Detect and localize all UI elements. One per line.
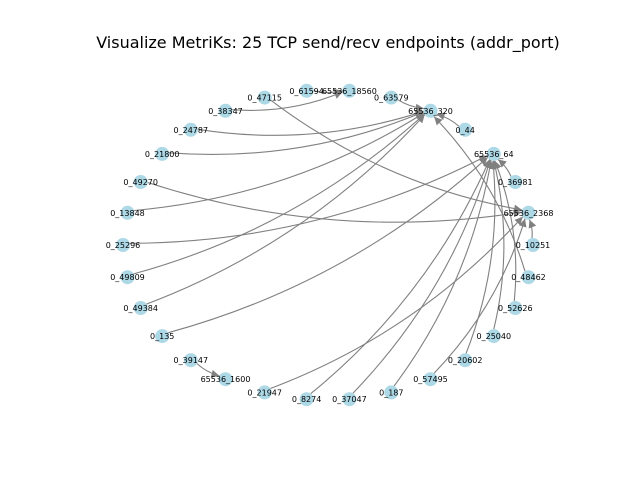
edge-0_135-to-65536_64 bbox=[168, 156, 489, 334]
diagram-title: Visualize MetriKs: 25 TCP send/recv endp… bbox=[96, 33, 560, 52]
node-label-65536_1600: 65536_1600 bbox=[201, 375, 251, 384]
node-label-0_44: 0_44 bbox=[456, 126, 475, 135]
edge-0_21947-to-65536_2368 bbox=[270, 216, 524, 390]
node-layer bbox=[116, 83, 540, 407]
node-label-0_57495: 0_57495 bbox=[413, 375, 448, 384]
node-0_44 bbox=[458, 122, 473, 137]
node-0_21947 bbox=[257, 385, 272, 400]
edge-0_63579-to-65536_320 bbox=[397, 99, 424, 112]
edge-0_36981-to-65536_64 bbox=[497, 159, 512, 177]
edge-0_10251-to-65536_2368 bbox=[528, 219, 537, 239]
edge-0_25040-to-65536_64 bbox=[491, 160, 505, 330]
node-65536_320 bbox=[423, 103, 438, 118]
edge-0_13848-to-65536_320 bbox=[134, 112, 425, 212]
node-label-0_61594: 0_61594 bbox=[289, 87, 324, 96]
node-0_49384 bbox=[133, 301, 148, 315]
edge-0_39147-to-65536_1600 bbox=[196, 363, 220, 378]
node-label-0_52626: 0_52626 bbox=[498, 304, 533, 313]
node-label-0_20602: 0_20602 bbox=[448, 356, 483, 365]
node-0_135 bbox=[155, 329, 170, 344]
node-0_47115 bbox=[257, 90, 272, 105]
edge-0_57495-to-65536_2368 bbox=[433, 218, 527, 374]
node-label-0_36981: 0_36981 bbox=[498, 178, 533, 187]
edge-0_21800-to-65536_320 bbox=[169, 111, 424, 156]
node-65536_18560 bbox=[342, 83, 357, 98]
node-label-0_38347: 0_38347 bbox=[208, 107, 243, 116]
node-label-0_21800: 0_21800 bbox=[145, 150, 180, 159]
node-label-65536_320: 65536_320 bbox=[408, 107, 453, 116]
edge-0_44-to-65536_320 bbox=[436, 112, 460, 127]
node-0_25296 bbox=[116, 238, 130, 252]
edge-0_49270-to-65536_2368 bbox=[147, 181, 522, 223]
node-0_39147 bbox=[183, 353, 198, 368]
node-label-0_39147: 0_39147 bbox=[174, 356, 209, 365]
node-0_49270 bbox=[133, 175, 148, 189]
edge-0_61594-to-65536_18560 bbox=[313, 88, 343, 97]
node-label-0_49809: 0_49809 bbox=[110, 273, 145, 282]
node-label-0_187: 0_187 bbox=[379, 388, 403, 397]
edge-0_47115-to-65536_2368 bbox=[270, 99, 523, 213]
edge-0_52626-to-65536_64 bbox=[493, 160, 517, 302]
node-label-65536_64: 65536_64 bbox=[474, 150, 514, 159]
edge-layer bbox=[129, 88, 537, 395]
node-0_21800 bbox=[155, 146, 170, 161]
node-0_61594 bbox=[299, 83, 314, 98]
node-65536_2368 bbox=[521, 205, 536, 220]
node-label-0_63579: 0_63579 bbox=[374, 94, 409, 103]
edge-0_48462-to-65536_320 bbox=[433, 116, 526, 272]
node-label-0_49270: 0_49270 bbox=[123, 178, 158, 187]
node-label-0_47115: 0_47115 bbox=[247, 94, 282, 103]
node-0_24787 bbox=[183, 122, 198, 137]
edge-0_20602-to-65536_64 bbox=[465, 160, 498, 354]
node-label-0_25040: 0_25040 bbox=[477, 332, 512, 341]
node-0_187 bbox=[384, 385, 399, 400]
node-label-0_10251: 0_10251 bbox=[516, 241, 551, 250]
node-0_37047 bbox=[342, 392, 357, 407]
node-0_48462 bbox=[521, 270, 536, 285]
edge-0_38347-to-65536_18560 bbox=[232, 91, 343, 111]
node-0_52626 bbox=[508, 301, 523, 315]
node-0_20602 bbox=[458, 353, 473, 368]
edge-0_25296-to-65536_64 bbox=[129, 155, 488, 244]
node-label-65536_2368: 65536_2368 bbox=[504, 209, 554, 218]
node-0_13848 bbox=[120, 205, 135, 220]
node-label-0_13848: 0_13848 bbox=[110, 209, 145, 218]
node-0_49809 bbox=[120, 270, 135, 285]
node-label-0_21947: 0_21947 bbox=[247, 388, 282, 397]
node-0_8274 bbox=[299, 392, 314, 407]
node-label-0_37047: 0_37047 bbox=[332, 395, 367, 404]
node-65536_64 bbox=[486, 146, 501, 161]
edge-0_8274-to-65536_64 bbox=[310, 159, 491, 395]
node-label-0_24787: 0_24787 bbox=[174, 126, 209, 135]
edge-0_37047-to-65536_64 bbox=[352, 159, 492, 394]
edge-0_24787-to-65536_320 bbox=[197, 109, 424, 136]
node-label-0_49384: 0_49384 bbox=[123, 304, 158, 313]
node-label-0_25296: 0_25296 bbox=[106, 241, 141, 250]
node-label-0_48462: 0_48462 bbox=[511, 273, 546, 282]
node-0_25040 bbox=[486, 329, 501, 344]
node-65536_1600 bbox=[218, 372, 233, 387]
node-0_38347 bbox=[218, 103, 233, 118]
node-0_36981 bbox=[508, 175, 523, 189]
node-label-65536_18560: 65536_18560 bbox=[322, 87, 377, 96]
edge-0_49384-to-65536_320 bbox=[146, 114, 426, 305]
node-0_63579 bbox=[384, 90, 399, 105]
edge-0_49809-to-65536_320 bbox=[133, 113, 425, 275]
node-0_57495 bbox=[423, 372, 438, 387]
edge-0_187-to-65536_64 bbox=[393, 160, 494, 387]
node-0_10251 bbox=[526, 238, 540, 252]
node-label-0_8274: 0_8274 bbox=[292, 395, 321, 404]
node-label-0_135: 0_135 bbox=[150, 332, 174, 341]
